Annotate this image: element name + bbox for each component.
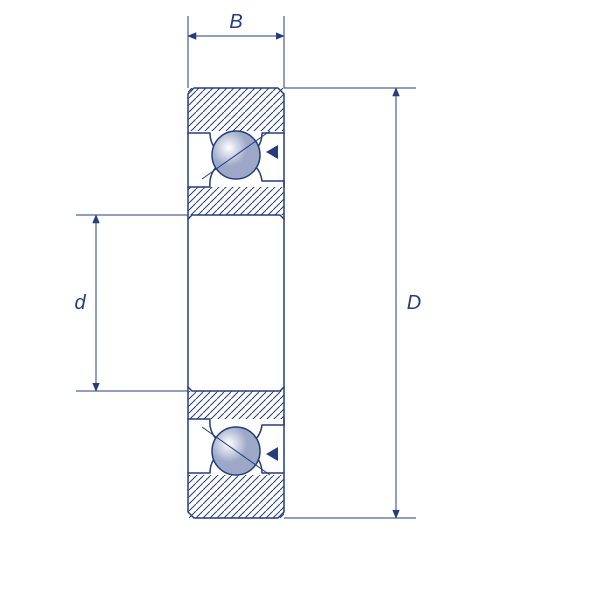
bearing-diagram: Bd D: [0, 0, 600, 600]
inner-diameter-label: d: [74, 292, 86, 314]
width-label: B: [229, 11, 242, 33]
outer-diameter-label: D: [407, 292, 421, 314]
